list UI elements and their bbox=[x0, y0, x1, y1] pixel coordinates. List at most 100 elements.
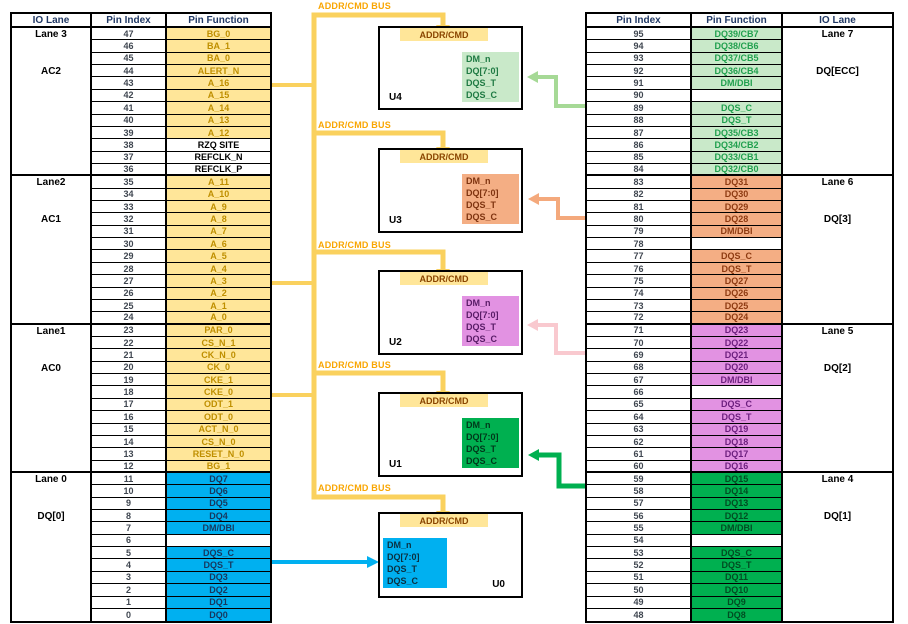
io-lane-cell: Lane1 AC0 bbox=[12, 324, 90, 473]
addr-cmd-bus-label: ADDR/CMD BUS bbox=[318, 483, 391, 493]
dq-signal-label: DQS_T bbox=[466, 322, 497, 332]
pin-index-cell: 71 bbox=[587, 324, 690, 337]
pin-index-cell: 10 bbox=[90, 485, 165, 498]
pin-index-cell: 31 bbox=[90, 225, 165, 239]
pin-index-cell: 58 bbox=[587, 485, 690, 498]
pin-index-cell: 47 bbox=[90, 28, 165, 41]
pin-function-cell: CK_N_0 bbox=[165, 349, 270, 362]
pin-function-cell: DQ6 bbox=[165, 485, 270, 498]
pin-function-cell: DQS_C bbox=[690, 398, 781, 412]
io-lane-cell: Lane 4 DQ[1] bbox=[781, 472, 892, 622]
io-group-label: DQ[3] bbox=[823, 214, 852, 226]
pin-function-cell: REFCLK_P bbox=[165, 163, 270, 177]
pin-index-cell: 19 bbox=[90, 374, 165, 387]
pin-index-cell: 18 bbox=[90, 386, 165, 399]
pin-function-cell: A_4 bbox=[165, 262, 270, 276]
column-header: IO Lane bbox=[12, 14, 90, 28]
pin-function-cell: DQ18 bbox=[690, 435, 781, 449]
dq-signal-label: DQ[7:0] bbox=[387, 552, 420, 562]
pin-index-cell: 92 bbox=[587, 65, 690, 78]
io-lane-cell: Lane 5 DQ[2] bbox=[781, 324, 892, 473]
pin-function-cell bbox=[690, 534, 781, 548]
pin-index-cell: 5 bbox=[90, 547, 165, 560]
pin-index-cell: 6 bbox=[90, 534, 165, 548]
pin-index-cell: 45 bbox=[90, 52, 165, 66]
addr-cmd-bus-branch bbox=[311, 12, 446, 28]
pin-index-cell: 74 bbox=[587, 287, 690, 300]
pin-index-cell: 32 bbox=[90, 213, 165, 226]
dram-chip-u3: ADDR/CMD DM_n DQ[7:0] DQS_T DQS_C U3 bbox=[378, 148, 523, 233]
pin-function-cell: RESET_N_0 bbox=[165, 448, 270, 461]
dram-chip-u2: ADDR/CMD DM_n DQ[7:0] DQS_T DQS_C U2 bbox=[378, 270, 523, 355]
pin-index-cell: 39 bbox=[90, 126, 165, 140]
dq-signal-box: DM_n DQ[7:0] DQS_T DQS_C bbox=[462, 296, 519, 346]
pin-index-cell: 49 bbox=[587, 596, 690, 609]
pin-function-cell: ODT_0 bbox=[165, 411, 270, 424]
pin-index-cell: 57 bbox=[587, 497, 690, 511]
pin-index-cell: 51 bbox=[587, 571, 690, 585]
addr-cmd-port-label: ADDR/CMD bbox=[400, 28, 488, 41]
io-group-label: DQ[0] bbox=[37, 510, 65, 522]
pin-index-cell: 54 bbox=[587, 534, 690, 548]
chip-ref-label: U2 bbox=[389, 337, 402, 348]
pin-function-cell: DQ31 bbox=[690, 176, 781, 189]
pin-function-cell: A_13 bbox=[165, 114, 270, 127]
pin-function-cell: A_7 bbox=[165, 225, 270, 239]
pin-index-cell: 41 bbox=[90, 102, 165, 115]
dq-signal-label: DM_n bbox=[466, 420, 491, 430]
pin-index-cell: 89 bbox=[587, 102, 690, 115]
pin-index-cell: 13 bbox=[90, 448, 165, 461]
pin-function-cell: DQ1 bbox=[165, 596, 270, 609]
pin-index-cell: 2 bbox=[90, 584, 165, 597]
io-group-label: AC2 bbox=[40, 66, 61, 77]
pin-function-cell: CK_0 bbox=[165, 361, 270, 375]
pin-function-cell: DQ9 bbox=[690, 596, 781, 609]
pin-index-cell: 87 bbox=[587, 126, 690, 140]
dq-signal-label: DQ[7:0] bbox=[466, 432, 499, 442]
pin-function-cell: DQ12 bbox=[690, 510, 781, 523]
pin-function-cell: A_2 bbox=[165, 287, 270, 300]
pin-index-cell: 1 bbox=[90, 596, 165, 609]
pin-index-cell: 48 bbox=[587, 608, 690, 622]
pin-index-cell: 33 bbox=[90, 201, 165, 214]
pin-index-cell: 20 bbox=[90, 361, 165, 375]
pin-function-cell: DM/DBI bbox=[690, 374, 781, 387]
dq-arrow-u4 bbox=[536, 75, 590, 108]
dq-signal-label: DQS_C bbox=[466, 90, 498, 100]
dq-signal-box: DM_n DQ[7:0] DQS_T DQS_C bbox=[383, 538, 447, 588]
pin-index-cell: 82 bbox=[587, 188, 690, 202]
dq-arrowhead-u3 bbox=[528, 193, 539, 205]
addr-cmd-bus-label: ADDR/CMD BUS bbox=[318, 1, 391, 11]
pin-function-cell: DQ37/CB5 bbox=[690, 52, 781, 66]
pin-index-cell: 72 bbox=[587, 312, 690, 325]
addr-cmd-port-label: ADDR/CMD bbox=[400, 394, 488, 407]
pin-function-cell: DQS_T bbox=[690, 559, 781, 572]
io-lane-label: Lane 6 bbox=[821, 177, 854, 189]
pin-function-cell: DQ23 bbox=[690, 324, 781, 337]
pin-index-cell: 44 bbox=[90, 65, 165, 78]
pin-function-cell bbox=[165, 534, 270, 548]
pin-index-cell: 14 bbox=[90, 435, 165, 449]
pin-index-cell: 38 bbox=[90, 139, 165, 152]
addr-cmd-port-label: ADDR/CMD bbox=[400, 514, 488, 527]
pin-function-cell: BG_1 bbox=[165, 460, 270, 473]
pin-function-cell: DQS_T bbox=[165, 559, 270, 572]
pin-function-cell: A_14 bbox=[165, 102, 270, 115]
pin-index-cell: 8 bbox=[90, 510, 165, 523]
dq-arrow-u2 bbox=[536, 323, 590, 355]
pin-function-cell: A_0 bbox=[165, 312, 270, 325]
dram-chip-u4: ADDR/CMD DM_n DQ[7:0] DQS_T DQS_C U4 bbox=[378, 26, 523, 110]
pin-index-cell: 15 bbox=[90, 423, 165, 436]
pin-function-cell: DQ22 bbox=[690, 336, 781, 350]
pin-function-cell: DQ15 bbox=[690, 472, 781, 486]
pin-function-cell: A_3 bbox=[165, 275, 270, 288]
chip-ref-label: U4 bbox=[389, 92, 402, 103]
io-group-label: AC0 bbox=[40, 362, 61, 374]
pin-index-cell: 43 bbox=[90, 77, 165, 90]
io-lane-label: Lane 3 bbox=[35, 29, 67, 40]
pin-index-cell: 11 bbox=[90, 472, 165, 486]
dq-signal-box: DM_n DQ[7:0] DQS_T DQS_C bbox=[462, 52, 519, 102]
pin-function-cell: DQS_T bbox=[690, 262, 781, 276]
dq-signal-label: DQ[7:0] bbox=[466, 310, 499, 320]
